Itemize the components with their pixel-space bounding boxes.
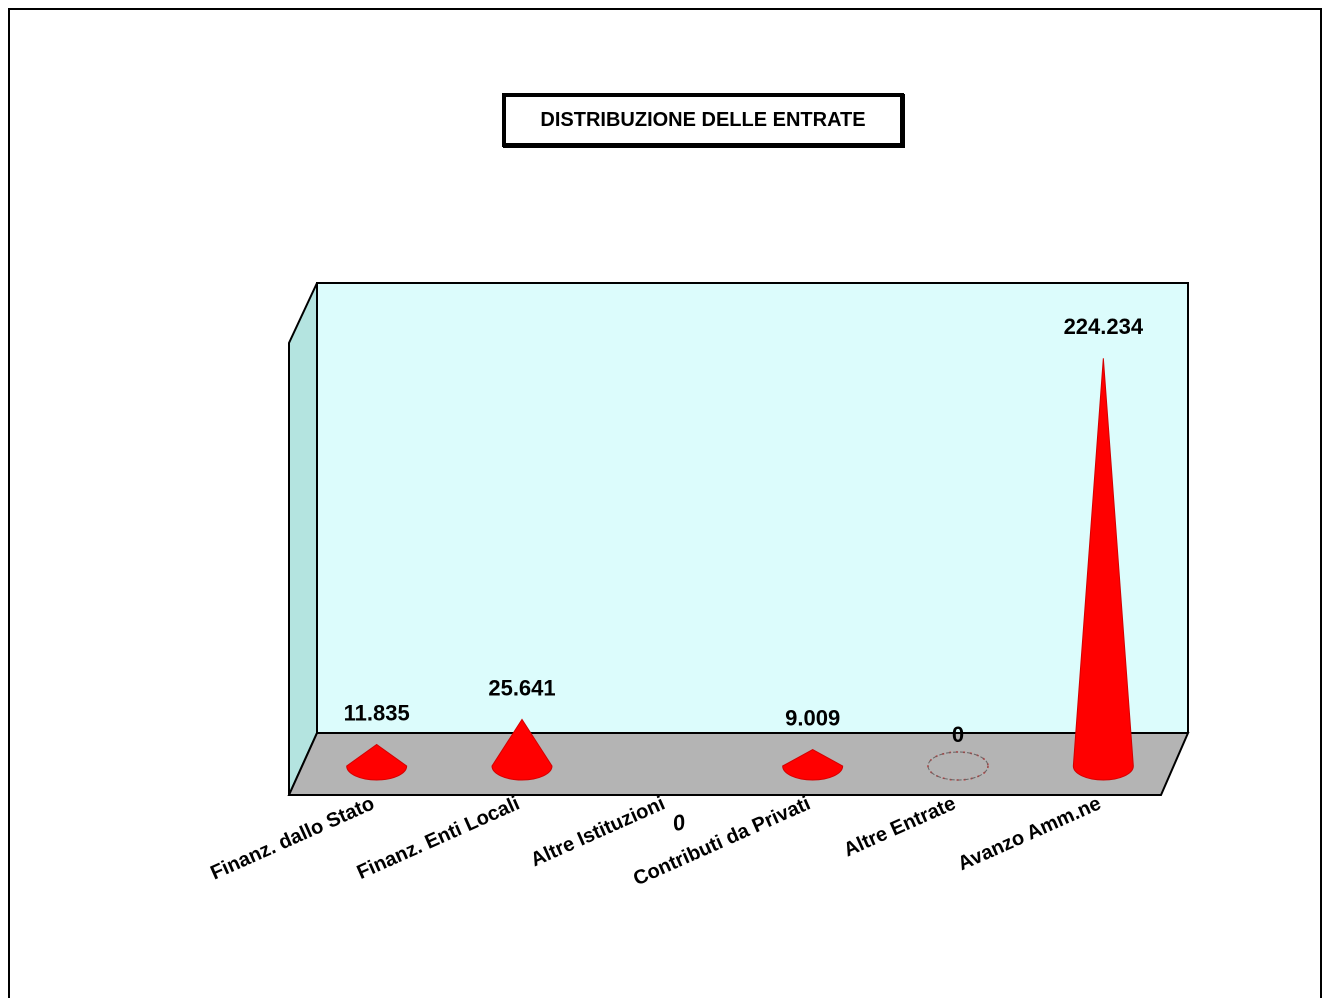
data-label: 0 (670, 809, 688, 836)
cone-mark (1072, 358, 1134, 781)
chart-marks (346, 358, 1134, 781)
cone-mark (346, 743, 408, 781)
data-label: 9.009 (785, 706, 840, 731)
data-label: 25.641 (488, 675, 555, 700)
data-label: 11.835 (344, 700, 410, 725)
data-label: 224.234 (1064, 314, 1144, 339)
back-wall (317, 283, 1188, 733)
data-label: 0 (952, 722, 964, 747)
cone-body (491, 718, 553, 781)
cone-body (1072, 358, 1134, 781)
cone-mark (782, 749, 844, 781)
chart-title: DISTRIBUZIONE DELLE ENTRATE (502, 93, 904, 147)
cone-body (782, 749, 844, 781)
cone-empty-outline (927, 751, 989, 781)
category-label: Altre Istituzioni (527, 792, 668, 871)
chart-walls (287, 282, 1190, 796)
cone-body (346, 743, 408, 781)
category-label: Finanz. Enti Locali (354, 792, 523, 884)
chart-frame (8, 8, 1322, 998)
category-label: Finanz. dallo Stato (207, 792, 377, 884)
category-label: Avanzo Amm.ne (955, 792, 1105, 875)
category-label: Altre Entrate (840, 792, 959, 861)
back-wall-outline (316, 282, 1189, 733)
cone-mark (491, 718, 553, 781)
side-wall (288, 282, 318, 796)
floor (287, 732, 1190, 796)
